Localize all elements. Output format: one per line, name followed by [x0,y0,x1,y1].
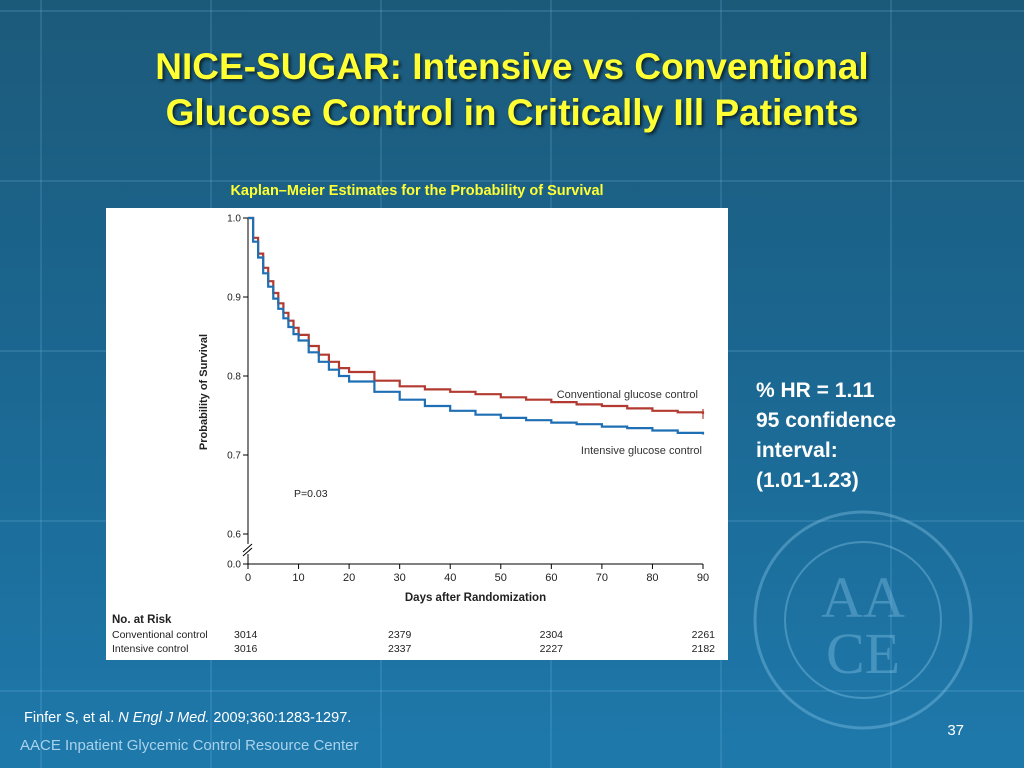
y-tick-label: 0.9 [227,293,241,304]
svg-text:CE: CE [826,621,900,686]
y-tick-label: 0.8 [227,372,241,383]
risk-table-cell: 2379 [388,629,412,641]
axis-break-mark [242,543,253,553]
aace-seal-logo: AA CE [753,510,973,730]
y-tick-label: 0.6 [227,530,241,541]
x-tick-label: 60 [545,572,557,584]
y-tick-label: 1.0 [227,214,241,225]
conventional-series-label: Conventional glucose control [557,389,698,401]
slide-title-line2: Glucose Control in Critically Ill Patien… [165,92,859,133]
x-tick-label: 30 [394,572,406,584]
citation-journal: N Engl J Med. [118,710,210,726]
y-tick-label: 0.7 [227,451,241,462]
x-tick-label: 20 [343,572,355,584]
intensive-series-label: Intensive glucose control [581,445,702,457]
x-axis-label: Days after Randomization [405,592,546,604]
risk-table-cell: 2337 [388,643,412,655]
slide-title: NICE-SUGAR: Intensive vs Conventional Gl… [0,44,1024,136]
x-tick-label: 40 [444,572,456,584]
risk-table-cell: 3014 [234,629,258,641]
risk-row-conventional-label: Conventional control [112,629,208,641]
chart-panel: 0.0 0.6 0.7 0.8 0.9 1.0 0 10 20 30 40 50 60 70 80 90 Day… [106,208,728,660]
interval-value-line: (1.01-1.23) [756,469,859,492]
risk-table-cell: 3016 [234,643,258,655]
risk-row-intensive-label: Intensive control [112,643,188,655]
y-tick-label: 0.0 [227,560,241,571]
svg-text:AA: AA [821,565,905,630]
chart-caption: Kaplan–Meier Estimates for the Probabili… [230,183,604,199]
risk-table-cell: 2261 [692,629,716,641]
page-number: 37 [947,722,964,739]
hazard-ratio-box: % HR = 1.11 95 confidence interval: (1.0… [756,376,956,496]
risk-table-cell: 2227 [540,643,564,655]
axis-break-mark [242,547,253,557]
hazard-ratio-line: % HR = 1.11 [756,379,875,402]
x-tick-label: 80 [646,572,658,584]
interval-label-line: interval: [756,439,838,462]
citation: Finfer S, et al. N Engl J Med. 2009;360:… [24,710,351,726]
intensive-survival-curve [248,216,705,435]
x-tick-label: 10 [292,572,304,584]
slide-title-line1: NICE-SUGAR: Intensive vs Conventional [155,46,869,87]
x-tick-label: 0 [245,572,251,584]
risk-table-cell: 2304 [540,629,564,641]
confidence-line: 95 confidence [756,409,897,432]
x-tick-label: 90 [697,572,709,584]
y-axis-label: Probability of Survival [198,334,210,450]
km-chart: 0.0 0.6 0.7 0.8 0.9 1.0 0 10 20 30 40 50 60 70 80 90 Day… [112,214,716,656]
citation-authors: Finfer S, et al. [24,710,119,726]
footer-text: AACE Inpatient Glycemic Control Resource… [20,737,359,754]
risk-table-heading: No. at Risk [112,614,172,626]
citation-details: 2009;360:1283-1297. [209,710,352,726]
x-tick-label: 50 [495,572,507,584]
p-value-annotation: P=0.03 [294,488,328,500]
conventional-survival-curve [248,216,705,414]
x-tick-label: 70 [596,572,608,584]
risk-table-cell: 2182 [692,643,716,655]
